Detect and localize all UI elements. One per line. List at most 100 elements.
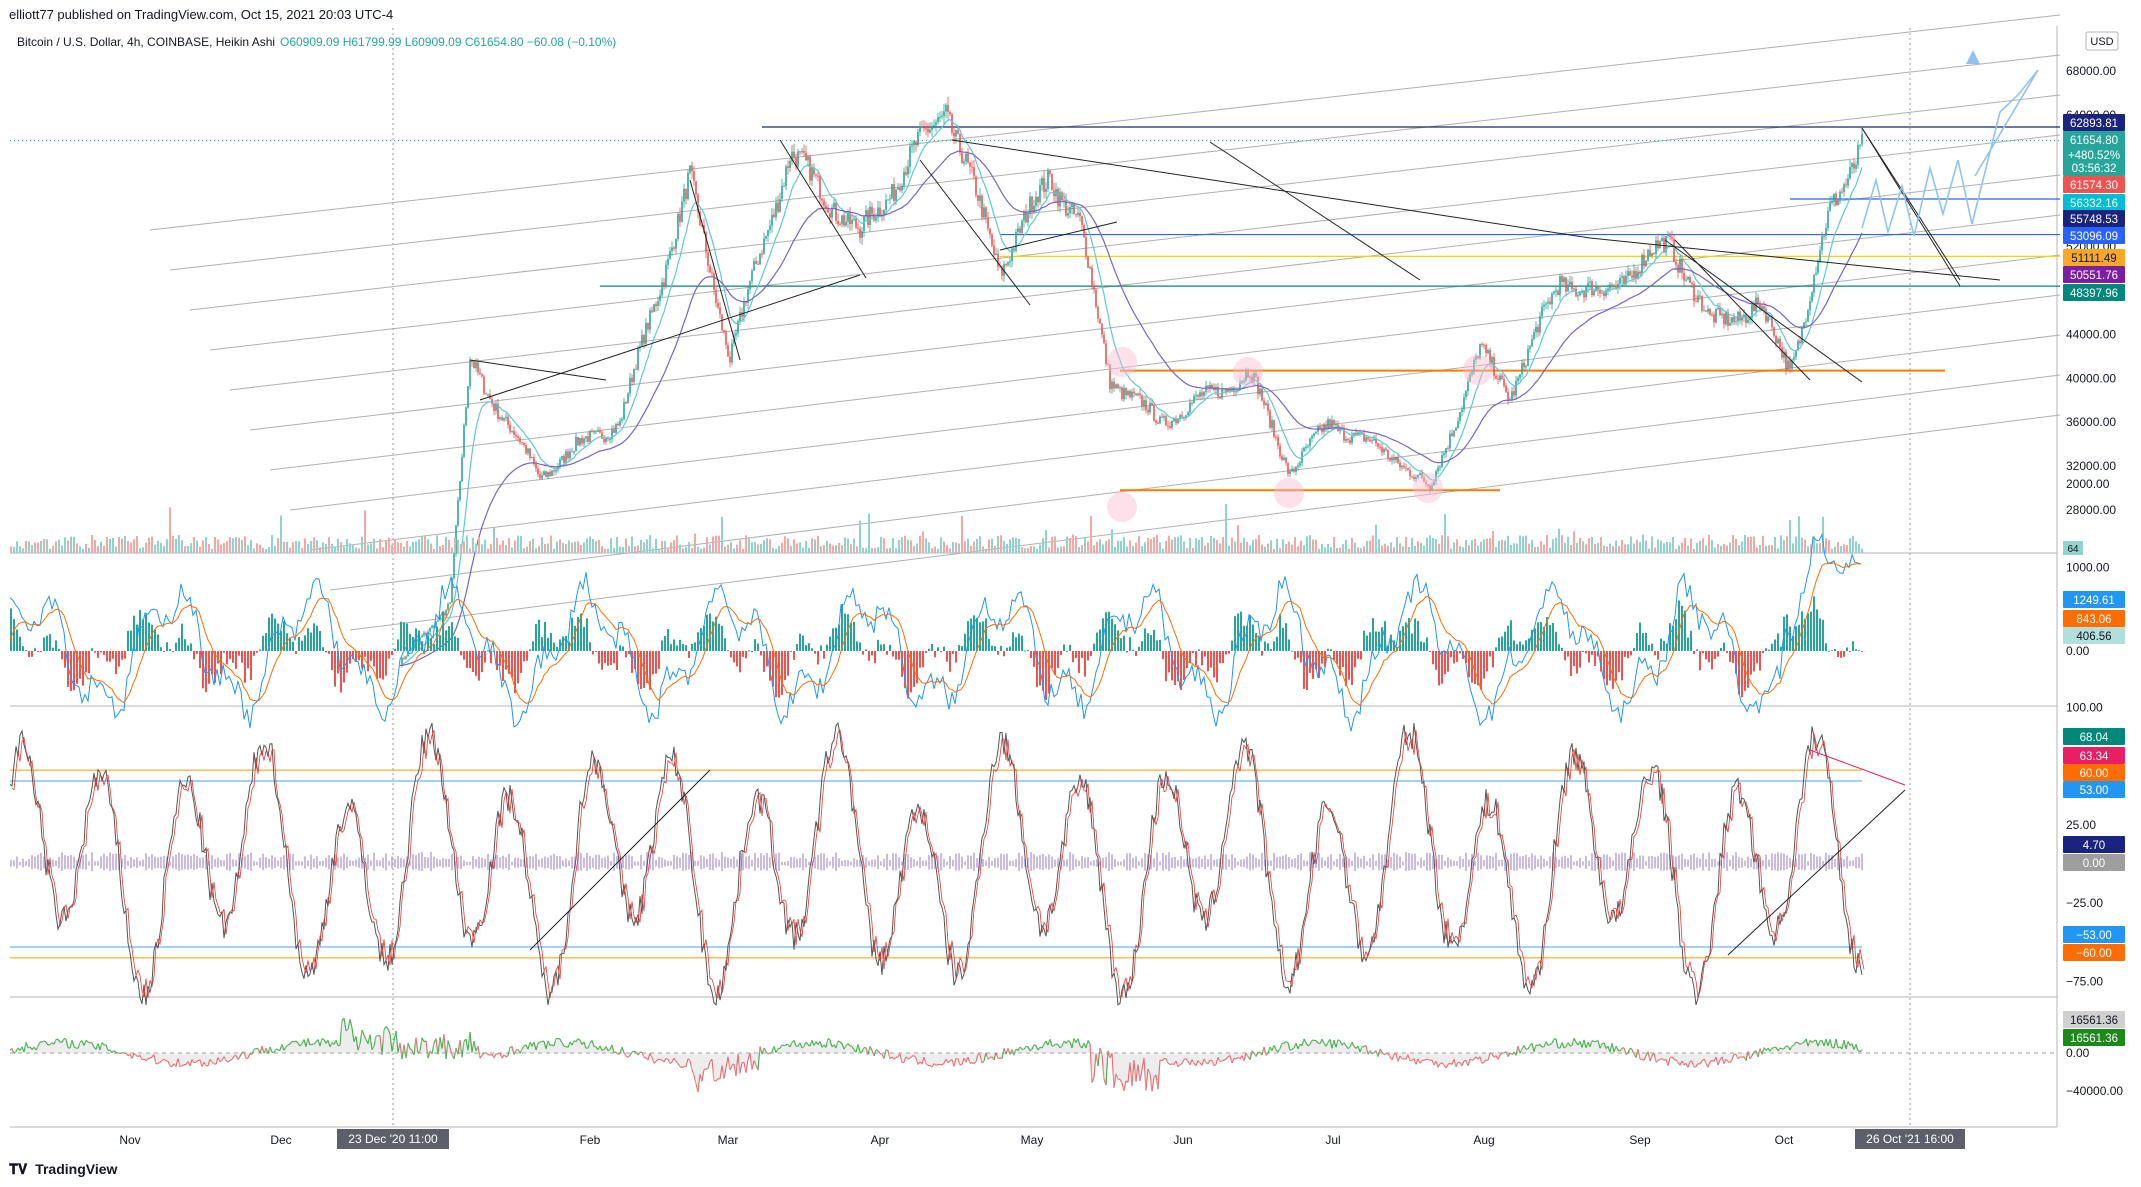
flow-segment	[1057, 1044, 1061, 1049]
candle-body	[865, 210, 867, 217]
candle-body	[727, 344, 729, 357]
osc-hist-bar	[517, 857, 519, 868]
osc-hist-bar	[1297, 854, 1299, 870]
flow-segment	[1207, 1059, 1211, 1065]
volume-bar	[277, 538, 279, 553]
flow-segment	[1027, 1046, 1031, 1051]
macd-hist-bar	[841, 604, 843, 651]
osc-hist-bar	[565, 858, 567, 868]
volume-bar	[241, 539, 243, 553]
osc-hist-bar	[838, 858, 840, 868]
candle-body	[1403, 465, 1405, 468]
volume-bar	[1681, 542, 1683, 553]
candle-body	[1199, 392, 1201, 397]
osc-hist-bar	[1108, 852, 1110, 872]
volume-bar	[427, 539, 429, 553]
volume-bar	[247, 545, 249, 553]
macd-hist-bar	[775, 651, 777, 698]
candle-body	[1309, 438, 1311, 447]
flow-segment	[1455, 1062, 1459, 1068]
macd-hist-bar	[1846, 647, 1848, 651]
candle-body	[1173, 418, 1175, 421]
osc-hist-bar	[1837, 853, 1839, 871]
macd-hist-bar	[1666, 643, 1668, 651]
osc-hist-bar	[1210, 853, 1212, 871]
osc-hist-bar	[400, 857, 402, 868]
candle-body	[587, 436, 589, 442]
osc-hist-bar	[1174, 856, 1176, 869]
macd-hist-bar	[1285, 623, 1287, 651]
macd-hist-bar	[145, 614, 147, 651]
osc-hist-bar	[268, 858, 270, 868]
osc-hist-bar	[625, 855, 627, 870]
candle-body	[1021, 220, 1023, 233]
volume-bar	[1522, 536, 1524, 553]
osc-hist-bar	[964, 861, 966, 866]
volume-bar	[1402, 546, 1404, 553]
macd-hist-bar	[1252, 624, 1254, 651]
flow-segment	[1223, 1058, 1227, 1061]
volume-bar	[1111, 529, 1113, 553]
macd-hist-bar	[994, 646, 996, 651]
volume-bar	[1423, 545, 1425, 553]
flow-segment	[321, 1038, 325, 1041]
flow-segment	[493, 1053, 497, 1058]
macd-hist-bar	[103, 651, 105, 655]
flow-segment	[189, 1059, 193, 1067]
macd-hist-bar	[106, 651, 108, 662]
highlight-marker	[1274, 478, 1304, 508]
candle-body	[1847, 178, 1849, 186]
osc-hist-bar	[787, 861, 789, 866]
candle-body	[1451, 433, 1453, 437]
volume-bar	[1825, 538, 1827, 553]
flow-segment	[685, 1058, 689, 1067]
candle-body	[691, 165, 693, 172]
macd-hist-bar	[1477, 651, 1479, 686]
macd-hist-bar	[394, 648, 396, 651]
flow-segment	[155, 1062, 159, 1065]
osc-hist-bar	[277, 860, 279, 867]
macd-hist-bar	[1492, 651, 1494, 668]
macd-hist-bar	[1003, 651, 1005, 657]
osc-hist-bar	[457, 856, 459, 869]
macd-hist-bar	[1294, 651, 1296, 660]
flow-segment	[1351, 1041, 1355, 1047]
volume-bar	[865, 548, 867, 553]
volume-bar	[706, 537, 708, 553]
candle-body	[967, 153, 969, 163]
osc-tick-label: 100.00	[2066, 701, 2103, 715]
macd-hist-bar	[1447, 651, 1449, 672]
osc-hist-bar	[1540, 855, 1542, 870]
macd-hist-bar	[1555, 631, 1557, 651]
volume-bar	[1774, 536, 1776, 553]
volume-bar	[1273, 548, 1275, 553]
macd-hist-bar	[1348, 651, 1350, 680]
macd-hist-bar	[1777, 633, 1779, 651]
osc-hist-bar	[1549, 856, 1551, 869]
volume-bar	[1222, 537, 1224, 553]
candle-body	[453, 553, 455, 579]
volume-bar	[1798, 516, 1800, 553]
candle-body	[1249, 376, 1251, 378]
macd-line	[9, 532, 1862, 732]
macd-hist-bar	[238, 651, 240, 656]
volume-bar	[637, 545, 639, 553]
osc-hist-bar	[1513, 852, 1515, 871]
candle-body	[467, 386, 469, 408]
macd-hist-bar	[1153, 629, 1155, 651]
macd-hist-bar	[1363, 630, 1365, 651]
ema-fast-line	[399, 118, 1863, 667]
flow-segment	[81, 1040, 85, 1046]
macd-hist-bar	[1300, 651, 1302, 663]
macd-hist-bar	[745, 651, 747, 659]
flow-segment	[1049, 1039, 1053, 1047]
macd-hist-bar	[574, 625, 576, 651]
flow-segment	[1067, 1040, 1071, 1043]
volume-bar	[571, 542, 573, 553]
osc-hist-bar	[1648, 856, 1650, 869]
macd-hist-bar	[190, 643, 192, 651]
candle-body	[1213, 388, 1215, 391]
flow-segment	[181, 1064, 185, 1067]
osc-hist-bar	[322, 860, 324, 867]
